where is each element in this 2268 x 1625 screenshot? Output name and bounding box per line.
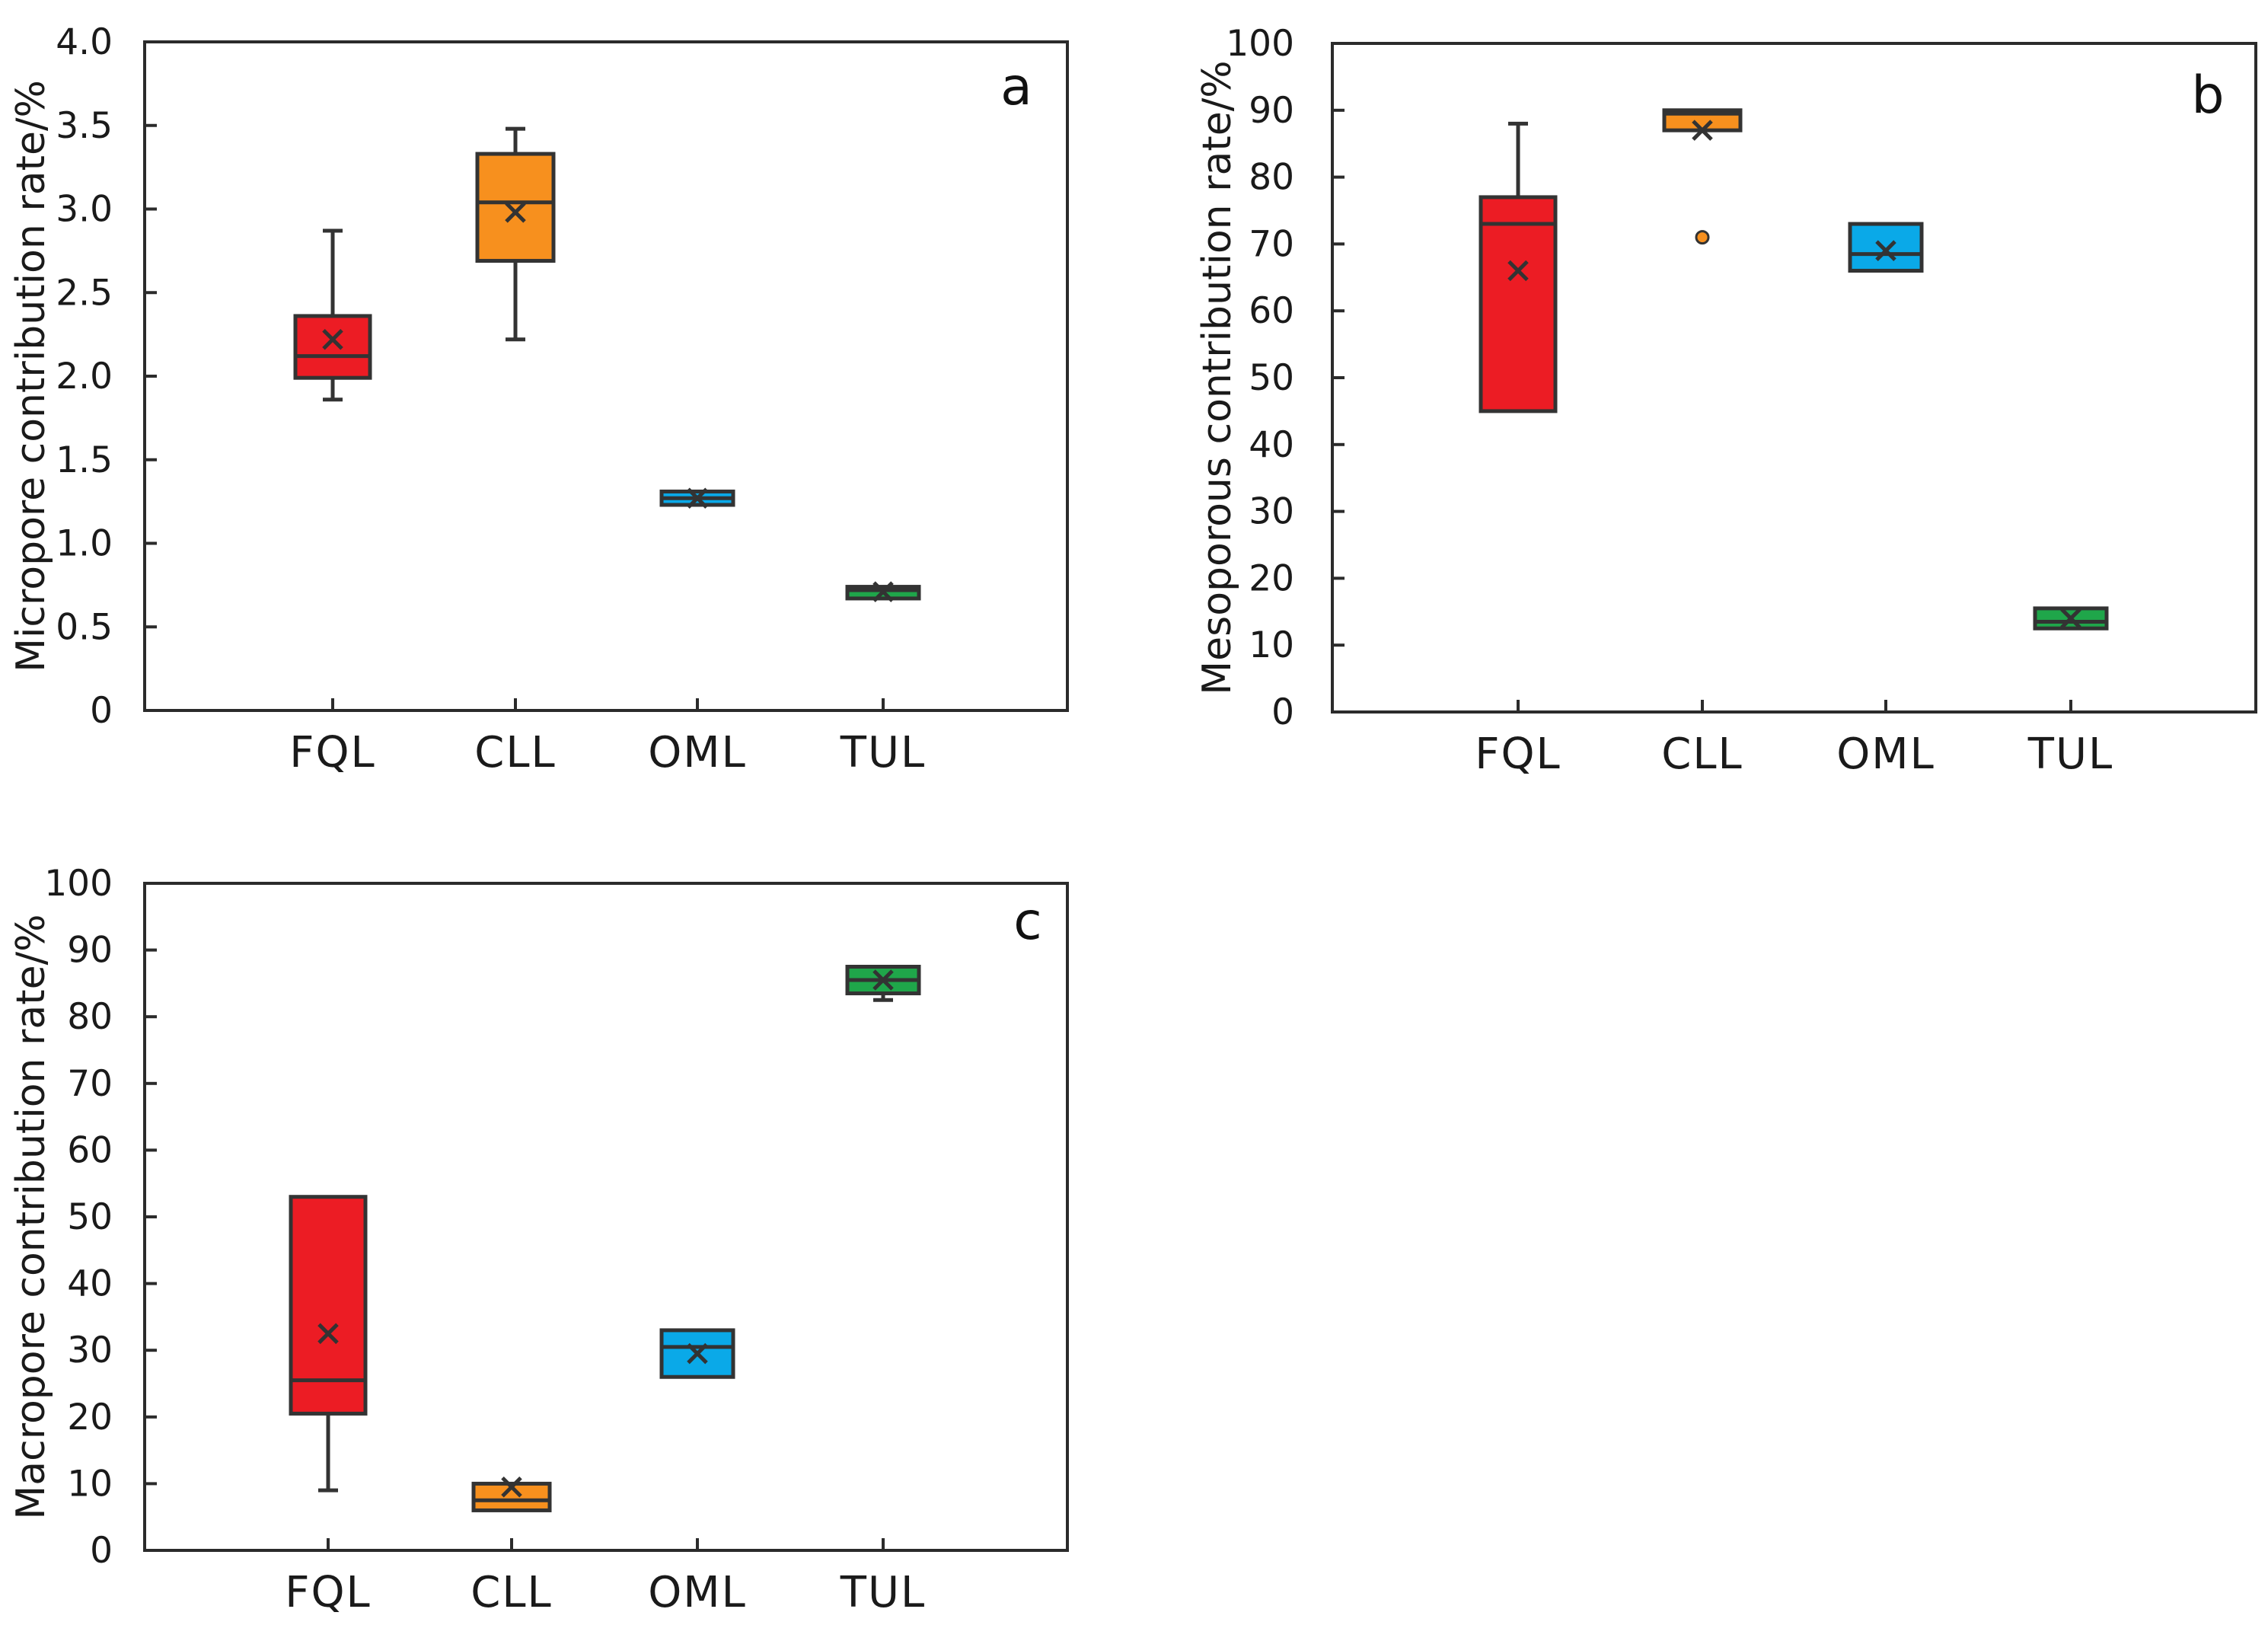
x-tick-label: CLL <box>1661 729 1743 779</box>
box-FQL <box>289 1195 368 1493</box>
y-axis-label: Micropore contribution rate/% <box>8 80 54 672</box>
y-tick-label: 70 <box>67 1063 113 1105</box>
panel-label: a <box>1000 57 1032 117</box>
x-tick-label: TUL <box>840 1568 926 1617</box>
y-tick-label: 60 <box>67 1129 113 1171</box>
box-OML <box>1848 222 1924 273</box>
box-CLL <box>475 126 556 342</box>
y-tick-label: 50 <box>1249 357 1294 399</box>
box-body <box>659 1328 735 1379</box>
plot-frame <box>143 882 1069 1552</box>
panel-label: b <box>2191 65 2224 126</box>
mean-marker <box>501 1477 522 1498</box>
box-FQL <box>293 228 372 402</box>
panel-label: c <box>1013 892 1041 952</box>
box-CLL <box>1662 108 1743 245</box>
y-tick-label: 100 <box>44 863 113 905</box>
x-tick-label: CLL <box>471 1568 553 1617</box>
y-tick-label: 90 <box>67 930 113 972</box>
box-CLL <box>471 1477 552 1512</box>
x-tick-label: FQL <box>289 728 376 777</box>
x-tick-label: FQL <box>1475 729 1561 779</box>
box-body <box>2033 606 2109 631</box>
y-tick-label: 100 <box>1226 23 1294 65</box>
y-axis-label: Macropore contribution rate/% <box>8 914 54 1519</box>
y-tick-label: 40 <box>1249 424 1294 466</box>
y-tick-label: 4.0 <box>56 21 113 63</box>
y-tick-label: 3.0 <box>56 189 113 231</box>
mean-marker <box>872 969 894 991</box>
mean-marker <box>505 202 526 223</box>
y-tick-label: 2.5 <box>56 272 113 314</box>
outlier-point <box>1695 230 1710 245</box>
mean-marker <box>1875 240 1896 261</box>
y-tick-label: 20 <box>67 1397 113 1438</box>
y-tick-label: 30 <box>67 1330 113 1371</box>
x-tick-label: OML <box>1836 729 1935 779</box>
y-tick-label: 10 <box>1249 624 1294 666</box>
y-tick-label: 50 <box>67 1196 113 1238</box>
y-tick-label: 10 <box>67 1463 113 1505</box>
y-tick-label: 70 <box>1249 223 1294 265</box>
panel-c: 0 10 20 30 40 50 60 70 80 90 100 FQL CLL OML TUL Macrop… <box>8 863 1069 1617</box>
x-tick-label: FQL <box>285 1568 372 1617</box>
box-TUL <box>845 965 921 1002</box>
x-tick-label: OML <box>648 1568 747 1617</box>
y-tick-label: 1.5 <box>56 439 113 481</box>
y-tick-label: 3.5 <box>56 105 113 147</box>
y-tick-label: 30 <box>1249 491 1294 533</box>
y-tick-label: 0.5 <box>56 606 113 648</box>
y-tick-label: 90 <box>1249 90 1294 132</box>
plot-frame <box>1331 42 2257 714</box>
mean-marker <box>1692 120 1713 141</box>
panel-b: 0 10 20 30 40 50 60 70 80 90 100 FQL CLL OML TUL Mesopo… <box>1195 23 2257 779</box>
y-tick-label: 80 <box>1249 157 1294 199</box>
mean-marker <box>2060 608 2081 629</box>
y-tick-label: 1.0 <box>56 523 113 565</box>
y-tick-label: 60 <box>1249 290 1294 332</box>
mean-marker <box>1507 260 1529 282</box>
y-tick-label: 40 <box>67 1263 113 1305</box>
box-body <box>293 314 372 380</box>
x-tick-label: TUL <box>840 728 926 777</box>
y-tick-label: 0 <box>90 1530 113 1572</box>
plot-frame <box>143 40 1069 712</box>
box-body <box>289 1195 368 1416</box>
panel-a: 0 0.5 1.0 1.5 2.0 2.5 3.0 3.5 4.0 FQL CLL OML TUL Mic… <box>8 21 1069 777</box>
box-body <box>1848 222 1924 273</box>
box-body <box>1479 195 1558 413</box>
y-tick-label: 80 <box>67 996 113 1038</box>
y-axis-label: Mesoporous contribution rate/% <box>1195 60 1240 694</box>
box-OML <box>659 487 735 509</box>
y-tick-label: 0 <box>1271 691 1294 733</box>
box-TUL <box>845 581 921 602</box>
y-tick-label: 2.0 <box>56 356 113 397</box>
y-tick-label: 0 <box>90 690 113 732</box>
box-FQL <box>1479 121 1558 413</box>
x-tick-label: CLL <box>474 728 557 777</box>
box-OML <box>659 1328 735 1379</box>
mean-marker <box>872 581 894 602</box>
box-TUL <box>2033 606 2109 631</box>
mean-marker <box>687 487 708 509</box>
box-body <box>475 152 556 263</box>
x-tick-label: OML <box>648 728 747 777</box>
y-tick-label: 20 <box>1249 557 1294 599</box>
x-tick-label: TUL <box>2027 729 2113 779</box>
mean-marker <box>687 1342 708 1365</box>
mean-marker <box>322 328 343 350</box>
mean-marker <box>317 1323 339 1345</box>
